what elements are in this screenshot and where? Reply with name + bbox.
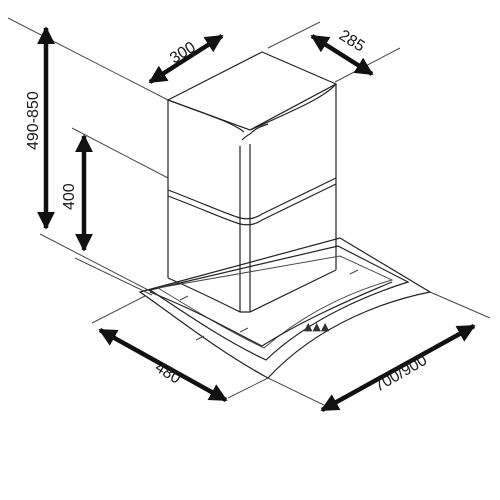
extension-lines (7, 17, 491, 409)
svg-text:▲▲▲: ▲▲▲ (304, 320, 330, 333)
arrow-canopy-width (320, 324, 476, 412)
arrow-top-depth (148, 34, 224, 84)
label-canopy-width: 700/900 (372, 352, 431, 396)
chimney (166, 51, 338, 313)
label-top-depth: 300 (167, 39, 199, 68)
canopy: ▲▲▲ (138, 237, 432, 379)
arrow-canopy-depth (98, 328, 228, 402)
arrow-top-width (310, 34, 374, 76)
dimension-arrows (37, 26, 476, 412)
control-buttons: ▲▲▲ (179, 269, 359, 341)
label-total-height: 490-850 (25, 91, 42, 150)
label-top-width: 285 (336, 27, 368, 56)
label-chimney-height: 400 (61, 183, 78, 210)
